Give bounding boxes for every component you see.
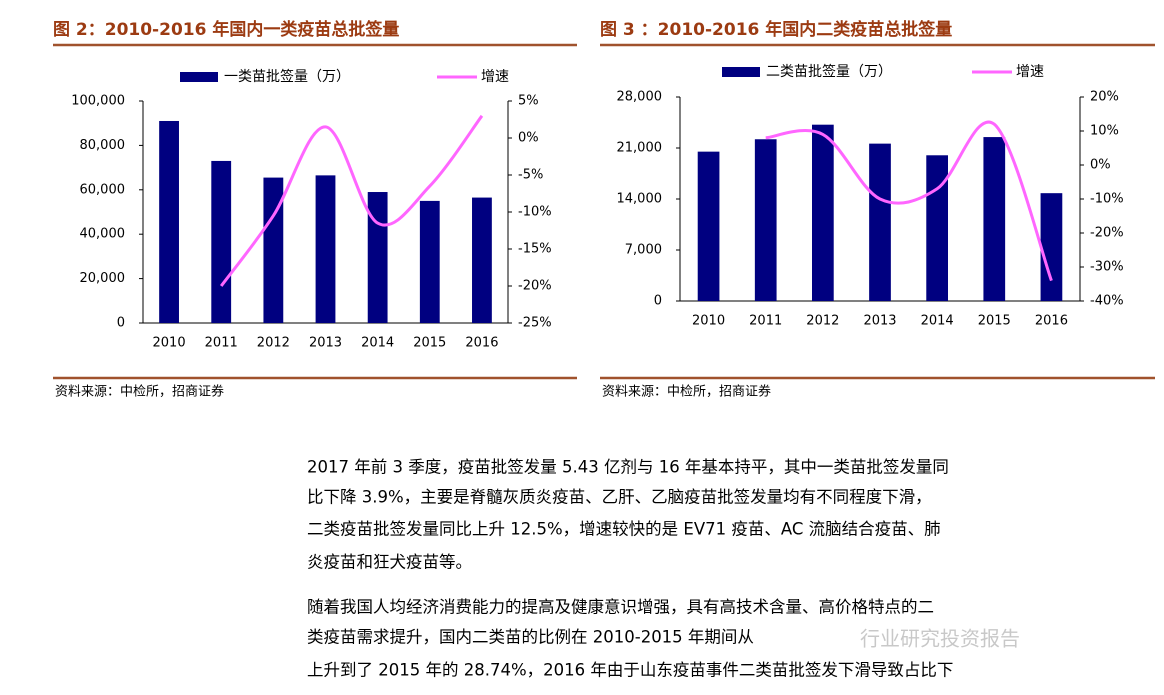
- y2-tick-label: 0%: [518, 131, 539, 146]
- y-tick-label: 60,000: [80, 182, 126, 197]
- bar: [263, 177, 284, 323]
- legend-label: 二类苗批签量（万）: [766, 63, 892, 80]
- bar: [472, 197, 492, 323]
- bar: [926, 155, 948, 301]
- x-tick-label: 2014: [921, 314, 954, 329]
- bar: [367, 192, 388, 323]
- y-tick-label: 80,000: [80, 138, 126, 153]
- x-tick-label: 2015: [978, 314, 1011, 329]
- y-tick-label: 0: [654, 294, 662, 309]
- bar: [754, 139, 777, 301]
- x-tick-label: 2011: [205, 336, 238, 351]
- y2-tick-label: -30%: [1090, 260, 1124, 275]
- y2-tick-label: 5%: [518, 94, 539, 109]
- bar: [697, 151, 720, 301]
- source: 资料来源：中检所，招商证券: [602, 384, 771, 400]
- bar: [159, 120, 179, 323]
- paragraph-line: 比下降 3.9%，主要是脊髓灰质炎疫苗、乙肝、乙脑疫苗批签发量均有不同程度下滑，: [307, 488, 932, 507]
- paragraph-line: 随着我国人均经济消费能力的提高及健康意识增强，具有高技术含量、高价格特点的二: [307, 598, 934, 617]
- paragraph-line: 二类疫苗批签发量同比上升 12.5%，增速较快的是 EV71 疫苗、AC 流脑结…: [307, 520, 941, 539]
- y-tick-label: 14,000: [617, 192, 663, 207]
- x-tick-label: 2012: [806, 314, 839, 329]
- bar: [1040, 193, 1063, 301]
- y-tick-label: 28,000: [617, 90, 663, 105]
- y2-tick-label: -40%: [1090, 294, 1124, 309]
- x-tick-label: 2010: [692, 314, 725, 329]
- y2-tick-label: -5%: [518, 168, 543, 183]
- y-tick-label: 40,000: [80, 227, 126, 242]
- x-tick-label: 2014: [361, 336, 394, 351]
- paragraph-line: 炎疫苗和狂犬疫苗等。: [307, 553, 472, 572]
- legend-label: 增速: [1016, 64, 1044, 80]
- y2-tick-label: 10%: [1090, 124, 1119, 139]
- growth-line: [220, 114, 484, 287]
- y2-tick-label: 0%: [1090, 158, 1111, 173]
- x-tick-label: 2011: [749, 314, 782, 329]
- y-tick-label: 20,000: [80, 271, 126, 286]
- bar: [869, 143, 891, 301]
- x-tick-label: 2010: [153, 336, 186, 351]
- chart-title: 图 2：2010-2016 年国内一类疫苗总批签量: [53, 19, 399, 40]
- y-tick-label: 0: [117, 316, 125, 331]
- bar: [983, 137, 1006, 301]
- bar: [812, 124, 834, 301]
- x-tick-label: 2013: [863, 314, 896, 329]
- legend-swatch: [722, 67, 760, 77]
- paragraph-line: 2017 年前 3 季度，疫苗批签发量 5.43 亿剂与 16 年基本持平，其中…: [307, 458, 949, 477]
- x-tick-label: 2012: [257, 336, 290, 351]
- y2-tick-label: 20%: [1090, 90, 1119, 105]
- x-tick-label: 2016: [465, 336, 498, 351]
- legend-label: 一类苗批签量（万）: [224, 68, 350, 85]
- y2-tick-label: -10%: [1090, 192, 1124, 207]
- legend-label: 增速: [481, 69, 509, 85]
- bar: [211, 160, 232, 323]
- y-tick-label: 100,000: [71, 94, 125, 109]
- y-tick-label: 7,000: [625, 243, 662, 258]
- y-tick-label: 21,000: [617, 141, 663, 156]
- legend-swatch: [180, 72, 218, 82]
- bar: [419, 200, 440, 323]
- x-tick-label: 2015: [413, 336, 446, 351]
- y2-tick-label: -25%: [518, 316, 552, 331]
- bar: [315, 175, 336, 323]
- chart-title: 图 3 ：2010-2016 年国内二类疫苗总批签量: [600, 19, 952, 40]
- y2-tick-label: -15%: [518, 242, 552, 257]
- x-tick-label: 2013: [309, 336, 342, 351]
- y2-tick-label: -10%: [518, 205, 552, 220]
- y2-tick-label: -20%: [518, 279, 552, 294]
- x-tick-label: 2016: [1035, 314, 1068, 329]
- paragraph-line: 上升到了 2015 年的 28.74%，2016 年由于山东疫苗事件二类苗批签发…: [307, 661, 953, 680]
- source: 资料来源：中检所，招商证券: [55, 384, 224, 400]
- watermark: 行业研究投资报告: [860, 627, 1020, 651]
- paragraph-line: 类疫苗需求提升，国内二类苗的比例在 2010-2015 年期间从: [307, 628, 754, 647]
- y2-tick-label: -20%: [1090, 226, 1124, 241]
- growth-line: [765, 120, 1053, 282]
